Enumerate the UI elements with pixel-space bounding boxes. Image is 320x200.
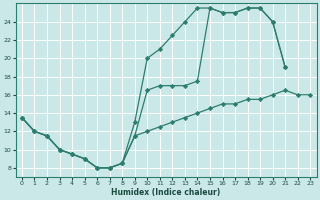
X-axis label: Humidex (Indice chaleur): Humidex (Indice chaleur) — [111, 188, 221, 197]
